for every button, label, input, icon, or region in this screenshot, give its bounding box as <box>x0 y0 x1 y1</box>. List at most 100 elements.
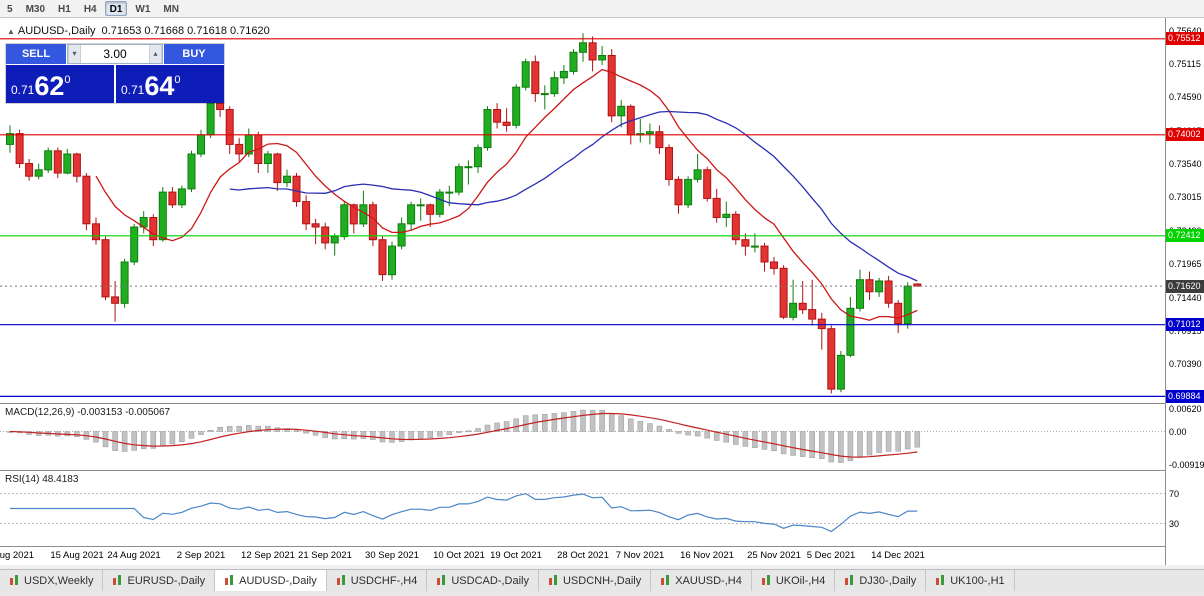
current-price-badge: 0.71620 <box>1166 280 1204 293</box>
chart-icon <box>112 575 122 586</box>
tab-label: EURUSD-,Daily <box>127 574 206 587</box>
tab-label: UKOil-,H4 <box>775 574 826 587</box>
macd-values: -0.003153 -0.005067 <box>77 407 171 418</box>
date-axis-label: 24 Aug 2021 <box>107 550 161 561</box>
chart-tab-uk100-h1[interactable]: UK100-,H1 <box>926 570 1015 591</box>
macd-name: MACD(12,26,9) <box>5 407 75 418</box>
buy-price-display[interactable]: 0.71 64 0 <box>116 65 224 103</box>
chart-tab-usdchf-h4[interactable]: USDCHF-,H4 <box>327 570 428 591</box>
chart-icon <box>935 575 945 586</box>
one-click-trade-panel: SELL ▾ 3.00 ▴ BUY 0.71 62 0 0.71 64 0 <box>6 44 224 103</box>
date-axis-label: 12 Sep 2021 <box>241 550 295 561</box>
chart-icon <box>224 575 234 586</box>
price-level-badge: 0.75512 <box>1166 32 1204 45</box>
price-level-badge: 0.72412 <box>1166 229 1204 242</box>
price-axis[interactable]: 0.756400.751150.745900.740650.735400.730… <box>1165 18 1204 565</box>
price-axis-tick: 0.00620 <box>1169 404 1202 414</box>
price-axis-tick: 0.71965 <box>1169 259 1202 269</box>
rsi-value: 48.4183 <box>42 474 79 485</box>
chart-icon <box>336 575 346 586</box>
rsi-name: RSI(14) <box>5 474 40 485</box>
date-axis-label: 10 Oct 2021 <box>433 550 485 561</box>
main-chart-pane[interactable]: ▲ AUDUSD-,Daily 0.71653 0.71668 0.71618 0.… <box>0 18 1165 404</box>
date-axis-label: 19 Oct 2021 <box>490 550 542 561</box>
price-axis-tick: 70 <box>1169 489 1180 499</box>
macd-label: MACD(12,26,9) -0.003153 -0.005067 <box>5 407 170 418</box>
date-axis-label: 16 Nov 2021 <box>680 550 734 561</box>
sell-price-display[interactable]: 0.71 62 0 <box>6 65 114 103</box>
price-level-badge: 0.69884 <box>1166 390 1204 403</box>
timeframe-button-d1[interactable]: D1 <box>104 1 128 16</box>
tab-label: XAUUSD-,H4 <box>675 574 742 587</box>
price-axis-tick: 0.71440 <box>1169 293 1202 303</box>
date-axis-label: 2 Sep 2021 <box>176 550 226 561</box>
price-axis-tick: 0.73015 <box>1169 192 1202 202</box>
sell-button[interactable]: SELL <box>6 44 66 64</box>
timeframe-button-h1[interactable]: H1 <box>58 4 71 15</box>
price-axis-tick: 0.75640 <box>1169 26 1202 36</box>
chart-title: ▲ AUDUSD-,Daily 0.71653 0.71668 0.71618 0.… <box>7 25 270 37</box>
volume-spinner: ▾ 3.00 ▴ <box>67 44 163 64</box>
rsi-label: RSI(14) 48.4183 <box>5 474 78 485</box>
price-axis-tick: 0.75115 <box>1169 59 1201 69</box>
date-axis-label: 15 Aug 2021 <box>50 550 104 561</box>
chart-ohlc-values: 0.71653 0.71668 0.71618 0.71620 <box>101 25 270 37</box>
chart-tab-eurusd-daily[interactable]: EURUSD-,Daily <box>103 570 216 591</box>
sell-price-pips: 62 <box>34 71 65 101</box>
chart-tabs-bar: USDX,Weekly EURUSD-,Daily AUDUSD-,Daily USD… <box>0 569 1204 591</box>
price-level-badge: 0.74002 <box>1166 128 1204 141</box>
date-axis-label: 14 Dec 2021 <box>871 550 925 561</box>
buy-price-point: 0 <box>174 74 181 86</box>
volume-up-button[interactable]: ▴ <box>149 45 162 63</box>
tab-label: AUDUSD-,Daily <box>239 574 317 587</box>
rsi-pane[interactable]: RSI(14) 48.4183 <box>0 471 1165 547</box>
tab-label: USDX,Weekly <box>24 574 94 587</box>
chart-symbol-label: AUDUSD-,Daily <box>17 25 96 37</box>
timeframe-button-5[interactable]: 5 <box>7 4 13 15</box>
tab-label: USDCHF-,H4 <box>350 574 418 587</box>
price-axis-tick: 0.70915 <box>1169 326 1202 336</box>
buy-price-pips: 64 <box>144 71 175 101</box>
price-axis-tick: 0.00 <box>1169 427 1187 437</box>
macd-chart <box>0 409 1165 463</box>
buy-button[interactable]: BUY <box>164 44 224 64</box>
chart-tab-dj30-daily[interactable]: DJ30-,Daily <box>835 570 927 591</box>
tab-label: USDCAD-,Daily <box>451 574 529 587</box>
volume-input[interactable]: 3.00 <box>103 47 127 61</box>
date-axis-label: 28 Oct 2021 <box>557 550 609 561</box>
price-axis-tick: 0.74590 <box>1169 92 1202 102</box>
chart-tab-audusd-daily[interactable]: AUDUSD-,Daily <box>215 570 327 591</box>
separator <box>0 565 1204 569</box>
date-axis-label: 25 Nov 2021 <box>747 550 801 561</box>
timeframe-toolbar: 5 M30 H1 H4 D1 W1 MN <box>0 0 1204 18</box>
macd-pane[interactable]: MACD(12,26,9) -0.003153 -0.005067 <box>0 404 1165 471</box>
chart-tab-usdx-weekly[interactable]: USDX,Weekly <box>0 570 104 591</box>
price-level-badge: 0.71012 <box>1166 318 1204 331</box>
date-axis-label: 5 Aug 2021 <box>0 550 35 561</box>
bottom-strip <box>0 591 1204 596</box>
chart-collapse-icon[interactable]: ▲ <box>7 27 15 36</box>
chart-icon <box>761 575 771 586</box>
price-axis-tick: -0.00919 <box>1169 460 1204 470</box>
date-axis-label: 21 Sep 2021 <box>298 550 352 561</box>
chart-icon <box>548 575 558 586</box>
tab-label: UK100-,H1 <box>950 574 1005 587</box>
price-axis-tick: 30 <box>1169 519 1180 529</box>
price-axis-tick: 0.73540 <box>1169 159 1202 169</box>
timeframe-button-h4[interactable]: H4 <box>83 4 97 15</box>
timeframe-button-mn[interactable]: MN <box>163 4 179 15</box>
chart-tab-usdcnh-daily[interactable]: USDCNH-,Daily <box>539 570 652 591</box>
chart-tab-usdcad-daily[interactable]: USDCAD-,Daily <box>427 570 539 591</box>
date-axis-label: 5 Dec 2021 <box>806 550 856 561</box>
date-axis-label: 30 Sep 2021 <box>365 550 419 561</box>
chart-tab-xauusd-h4[interactable]: XAUUSD-,H4 <box>651 570 752 591</box>
timeframe-button-w1[interactable]: W1 <box>135 4 151 15</box>
date-axis-label: 7 Nov 2021 <box>615 550 665 561</box>
timeframe-button-m30[interactable]: M30 <box>25 4 46 15</box>
chart-icon <box>436 575 446 586</box>
chart-icon <box>9 575 19 586</box>
volume-down-button[interactable]: ▾ <box>68 45 81 63</box>
chart-tab-ukoil-h4[interactable]: UKOil-,H4 <box>752 570 836 591</box>
